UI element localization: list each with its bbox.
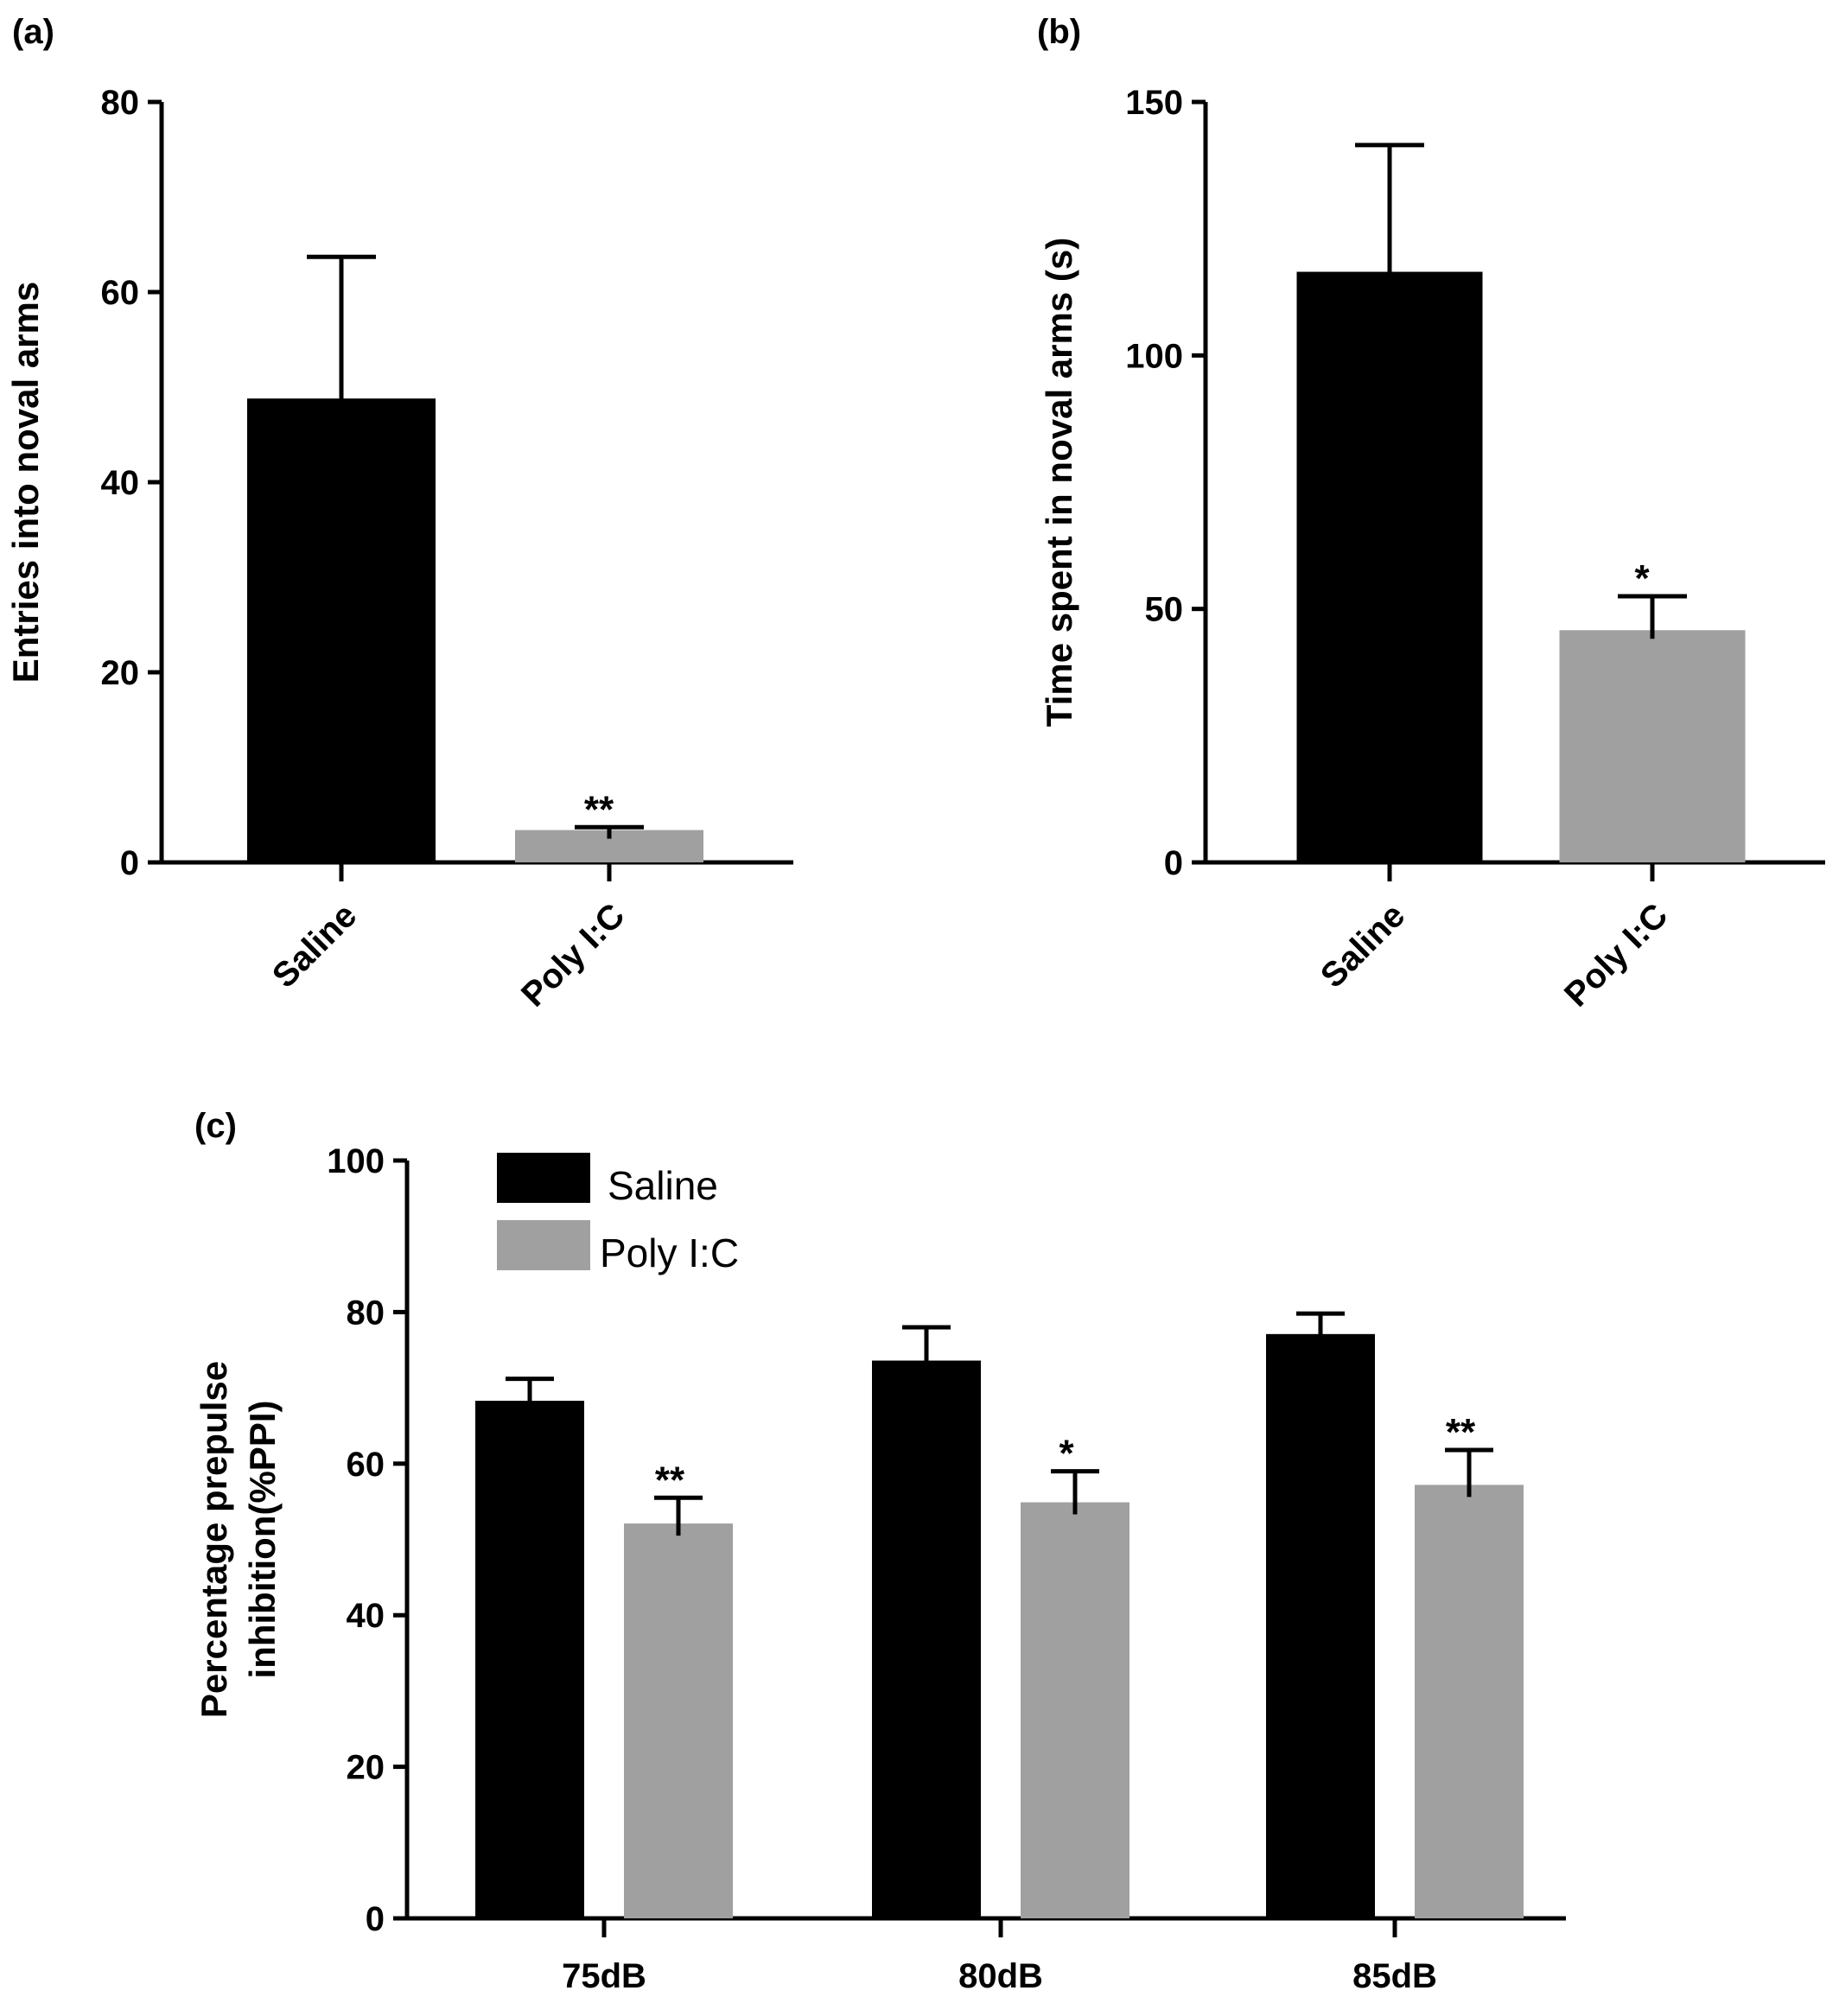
y-tick-label: 0 [1164, 844, 1183, 882]
panel-c: (c) 0 20 40 60 80 100 Percentage prepulse inhibi… [194, 1107, 1566, 1995]
x-tick-label: Poly I:C [1557, 896, 1675, 1014]
significance-mark: ** [655, 1459, 685, 1501]
y-axis-label-line2: inhibition(%PPI) [242, 1401, 283, 1679]
significance-mark: * [1059, 1433, 1074, 1475]
panel-a: (a) 0 20 40 60 80 Entries into noval arms Salin… [5, 13, 793, 1014]
y-tick-label: 100 [327, 1142, 385, 1180]
bar-saline [247, 398, 436, 862]
y-tick-label: 0 [120, 844, 139, 882]
legend-swatch-saline [497, 1153, 590, 1203]
significance-mark: * [1634, 557, 1650, 600]
y-axis-label: Time spent in noval arms (s) [1039, 238, 1079, 727]
y-tick-label: 150 [1125, 84, 1183, 122]
y-tick-label: 40 [101, 464, 140, 502]
x-tick-label: Poly I:C [514, 896, 632, 1014]
y-tick-label: 80 [101, 84, 140, 122]
bar-saline-85db [1266, 1333, 1375, 1918]
y-tick-label: 60 [347, 1446, 385, 1484]
y-tick-label: 60 [101, 274, 140, 312]
y-axis-label-line1: Percentage prepulse [194, 1361, 234, 1718]
y-axis-label: Entries into noval arms [5, 282, 46, 683]
significance-mark: ** [584, 788, 614, 830]
legend-label-saline: Saline [608, 1163, 718, 1208]
x-tick-label: Saline [265, 896, 364, 995]
y-tick-label: 50 [1145, 591, 1184, 629]
y-tick-label: 40 [347, 1597, 385, 1635]
bar-saline-80db [872, 1360, 981, 1918]
panel-label: (b) [1037, 13, 1081, 51]
bar-polyic [1559, 630, 1746, 862]
bar-polyic-80db [1021, 1502, 1129, 1918]
legend-label-polyic: Poly I:C [600, 1231, 739, 1275]
y-tick-label: 80 [347, 1294, 385, 1332]
y-tick-label: 20 [347, 1749, 385, 1787]
y-tick-label: 20 [101, 654, 140, 692]
x-tick-label: 75dB [562, 1957, 646, 1995]
y-tick-label: 0 [366, 1900, 385, 1938]
significance-mark: ** [1446, 1411, 1476, 1453]
x-tick-label: Saline [1314, 896, 1412, 995]
bar-saline [1296, 271, 1483, 862]
x-tick-label: 85dB [1352, 1957, 1437, 1995]
y-tick-label: 100 [1125, 337, 1183, 375]
panel-label: (a) [12, 13, 54, 51]
bar-polyic-85db [1415, 1485, 1524, 1918]
legend-swatch-polyic [497, 1220, 590, 1270]
x-tick-label: 80dB [958, 1957, 1043, 1995]
legend: Saline Poly I:C [497, 1153, 739, 1275]
panel-b: (b) 0 50 100 150 Time spent in noval arms (s)… [1037, 13, 1825, 1014]
panel-label: (c) [194, 1107, 237, 1145]
bar-saline-75db [475, 1401, 584, 1918]
bar-polyic-75db [624, 1523, 733, 1918]
